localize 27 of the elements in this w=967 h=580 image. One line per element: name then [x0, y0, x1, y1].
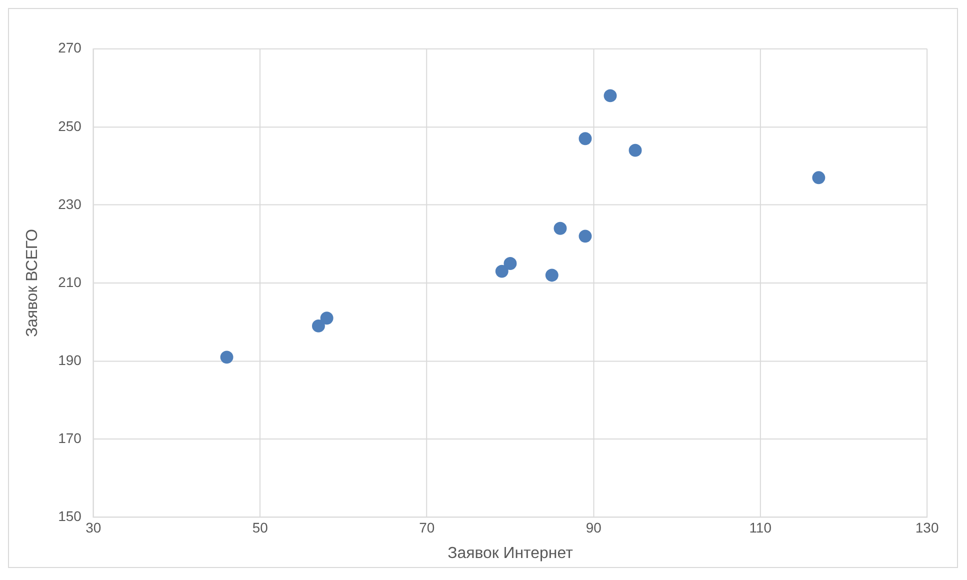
point [628, 144, 642, 157]
point [312, 319, 325, 332]
y-tick-label: 210 [58, 274, 82, 290]
x-tick-label: 90 [586, 519, 602, 536]
x-tick-label: 50 [252, 519, 268, 536]
point [320, 312, 334, 325]
x-axis-title: Заявок Интернет [448, 544, 574, 562]
x-tick-label: 130 [915, 519, 939, 536]
point [578, 132, 592, 146]
point [545, 268, 558, 282]
point [812, 171, 826, 184]
point [554, 222, 567, 235]
y-tick-label: 190 [58, 352, 82, 368]
point [220, 350, 234, 364]
point [604, 89, 617, 102]
y-tick-label: 230 [58, 196, 82, 212]
point [495, 264, 508, 278]
x-tick-label: 70 [419, 519, 435, 536]
y-tick-label: 270 [58, 40, 82, 56]
x-tick-label: 30 [86, 519, 102, 536]
y-axis-title: Заявок ВСЕГО [24, 229, 41, 337]
x-tick-label: 110 [749, 519, 772, 536]
point [578, 230, 592, 243]
y-tick-label: 150 [58, 508, 82, 524]
y-tick-label: 250 [58, 118, 82, 134]
y-tick-label: 170 [58, 430, 82, 446]
point [504, 257, 517, 270]
